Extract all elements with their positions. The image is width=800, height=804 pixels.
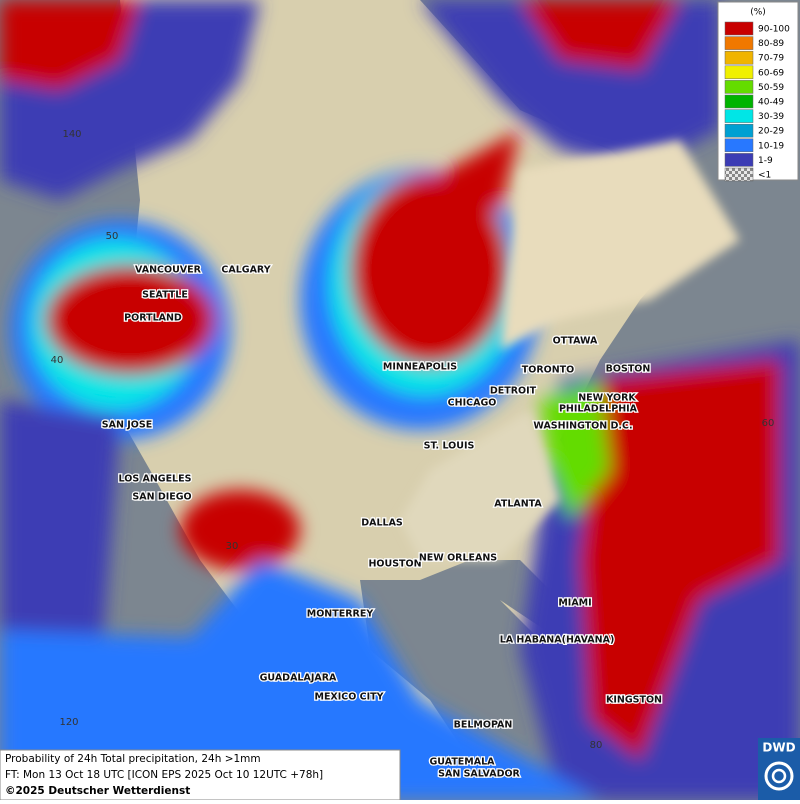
city-label: MONTERREY bbox=[307, 609, 374, 620]
city-label: MEXICO CITY bbox=[314, 692, 383, 703]
city-label: SAN JOSE bbox=[102, 420, 152, 431]
city-label: HOUSTON bbox=[368, 559, 421, 570]
city-label: NEW YORK bbox=[578, 393, 636, 404]
footer-forecast: FT: Mon 13 Oct 18 UTC [ICON EPS 2025 Oct… bbox=[5, 769, 323, 781]
labels: VANCOUVER CALGARY SEATTLE PORTLAND MINNEAPOL… bbox=[51, 129, 775, 781]
city-label: SAN DIEGO bbox=[132, 492, 191, 503]
legend-label: 80-89 bbox=[758, 39, 784, 49]
city-label: BELMOPAN bbox=[454, 720, 513, 731]
grid-label: 120 bbox=[59, 717, 78, 728]
legend-label: 90-100 bbox=[758, 25, 790, 35]
city-label: OTTAWA bbox=[553, 336, 598, 347]
city-label: LA HABANA(HAVANA) bbox=[500, 635, 615, 646]
city-label: SEATTLE bbox=[142, 290, 188, 301]
grid-label: 140 bbox=[62, 129, 81, 140]
city-label: BOSTON bbox=[606, 364, 651, 375]
legend-swatch bbox=[724, 123, 754, 138]
legend-swatch bbox=[724, 50, 754, 65]
grid-label: 40 bbox=[51, 355, 64, 366]
city-label: ATLANTA bbox=[494, 499, 542, 510]
legend-label: 1-9 bbox=[758, 156, 773, 166]
city-label: WASHINGTON D.C. bbox=[533, 421, 632, 432]
city-label: CHICAGO bbox=[448, 398, 497, 409]
legend-label: 40-49 bbox=[758, 98, 784, 108]
legend-swatch bbox=[724, 109, 754, 123]
city-label: PHILADELPHIA bbox=[559, 404, 638, 415]
city-label: PORTLAND bbox=[124, 313, 182, 324]
city-label: ST. LOUIS bbox=[424, 441, 475, 452]
city-label: CALGARY bbox=[221, 265, 270, 276]
legend-swatch bbox=[724, 153, 754, 167]
footer-title: Probability of 24h Total precipitation, … bbox=[5, 753, 261, 765]
legend: (%) 90-100 80-89 70-79 60-69 50-59 40-49 30-39… bbox=[717, 1, 799, 182]
city-label: NEW ORLEANS bbox=[419, 553, 497, 564]
city-label: SAN SALVADOR bbox=[438, 769, 520, 780]
city-label: DALLAS bbox=[361, 518, 403, 529]
grid-label: 30 bbox=[226, 541, 239, 552]
city-label: TORONTO bbox=[522, 365, 574, 376]
legend-swatch bbox=[724, 21, 754, 36]
city-label: MINNEAPOLIS bbox=[383, 362, 457, 373]
city-label: VANCOUVER bbox=[135, 265, 202, 276]
legend-swatch bbox=[724, 80, 754, 94]
grid-label: 60 bbox=[762, 418, 775, 429]
legend-label: <1 bbox=[758, 171, 771, 181]
logo-text: DWD bbox=[762, 741, 795, 755]
legend-label: 60-69 bbox=[758, 68, 784, 78]
dry-interior bbox=[400, 140, 740, 560]
footer-copyright: ©2025 Deutscher Wetterdienst bbox=[5, 785, 190, 797]
grid-label: 80 bbox=[590, 740, 603, 751]
legend-swatch bbox=[724, 65, 754, 80]
legend-label: 20-29 bbox=[758, 127, 784, 137]
legend-label: 50-59 bbox=[758, 83, 784, 93]
grid-label: 50 bbox=[106, 231, 119, 242]
city-label: MIAMI bbox=[558, 598, 591, 609]
legend-swatch bbox=[724, 36, 754, 50]
legend-swatch bbox=[724, 94, 754, 109]
city-label: GUATEMALA bbox=[429, 757, 495, 768]
city-label: LOS ANGELES bbox=[119, 474, 192, 485]
footer-box bbox=[0, 749, 401, 801]
legend-label: 30-39 bbox=[758, 112, 784, 122]
legend-label: 70-79 bbox=[758, 54, 784, 64]
legend-label: 10-19 bbox=[758, 141, 784, 151]
legend-unit: (%) bbox=[750, 8, 766, 18]
city-label: KINGSTON bbox=[606, 695, 662, 706]
legend-swatch bbox=[724, 138, 754, 153]
city-label: GUADALAJARA bbox=[260, 673, 337, 684]
city-label: DETROIT bbox=[490, 386, 537, 397]
legend-swatch bbox=[724, 167, 754, 182]
logo-swirl bbox=[764, 761, 794, 791]
logo-swirl bbox=[771, 768, 787, 784]
